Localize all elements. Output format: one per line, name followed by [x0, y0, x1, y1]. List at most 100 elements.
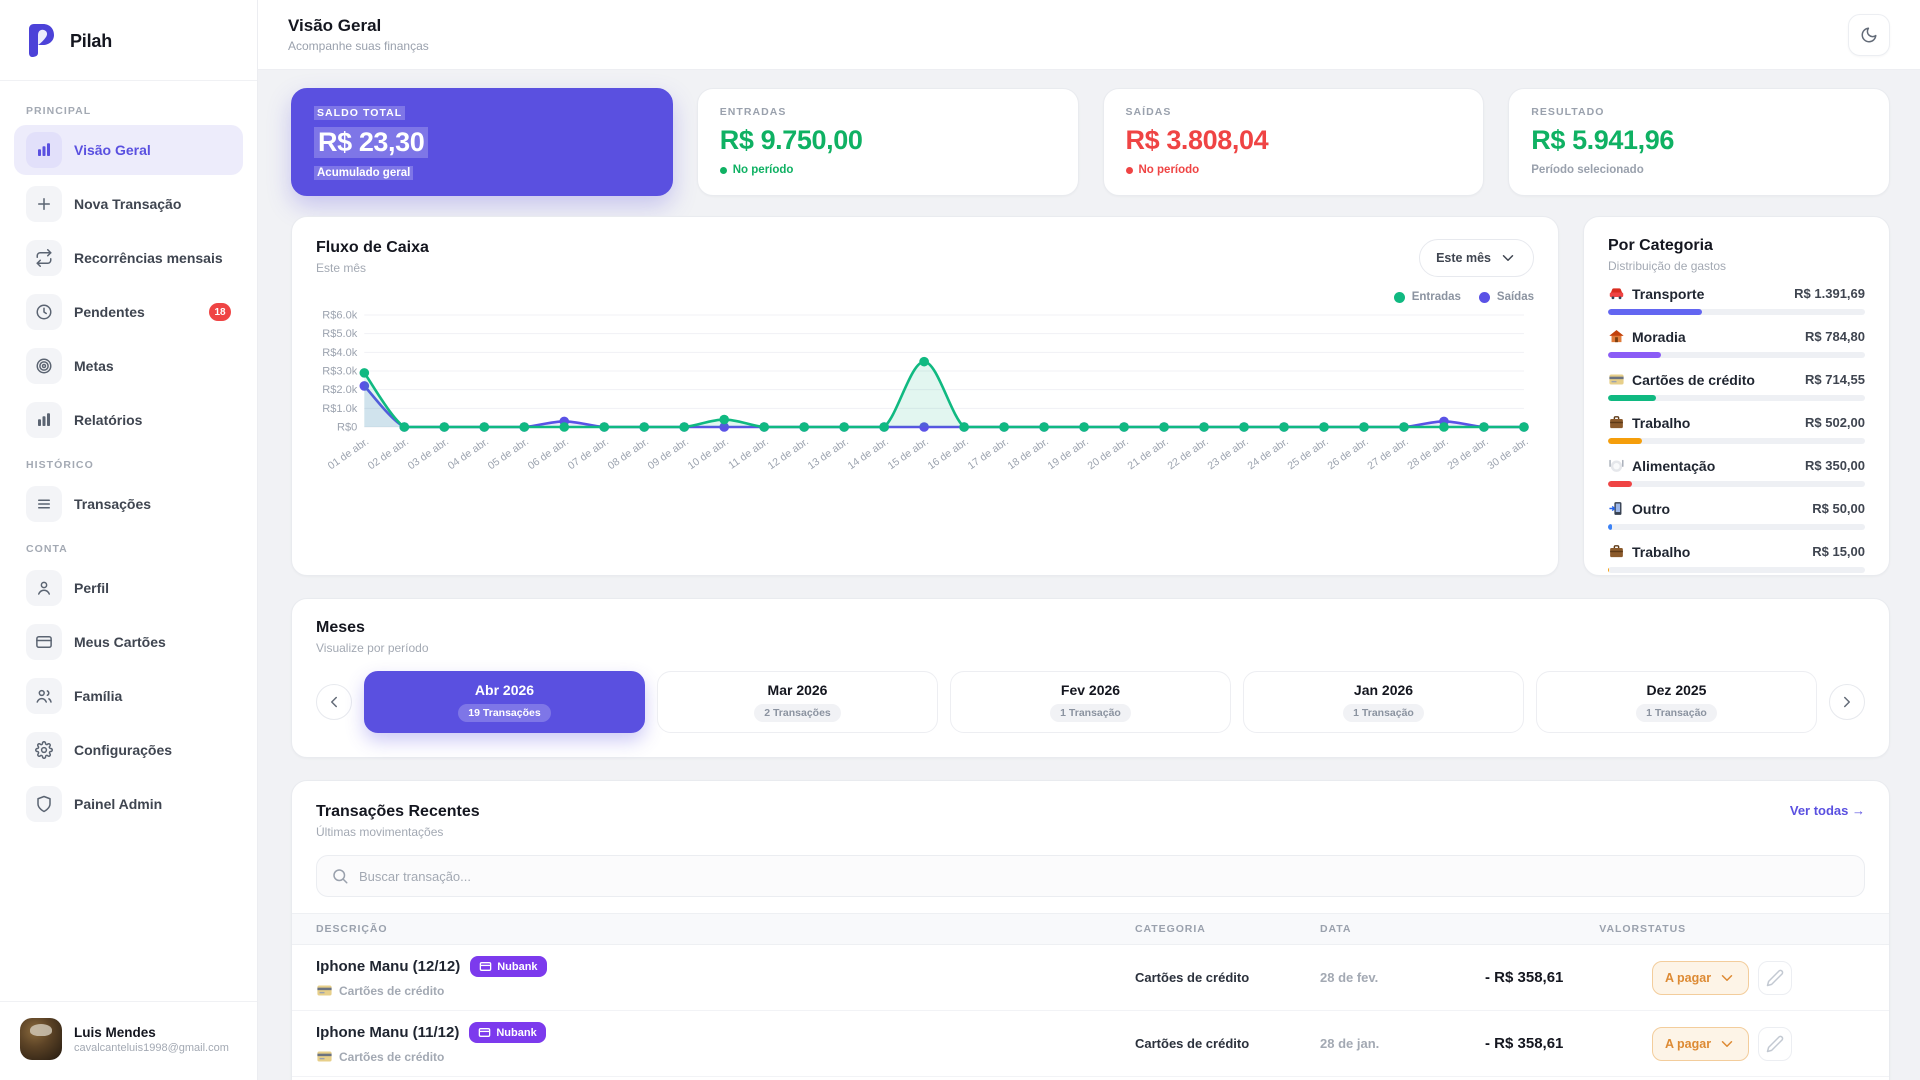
category-item: Alimentação R$ 350,00: [1608, 457, 1865, 487]
chevron-left-icon: [325, 693, 343, 711]
svg-text:08 de abr.: 08 de abr.: [606, 436, 651, 473]
transaction-title: Iphone Manu (11/12): [316, 1024, 460, 1041]
sidebar-user[interactable]: Luis Mendes cavalcanteluis1998@gmail.com: [0, 1001, 257, 1080]
months-card: Meses Visualize por período Abr 2026 19 …: [291, 598, 1890, 758]
stat-card-saldo-total: SALDO TOTAL R$ 23,30 Acumulado geral: [291, 88, 673, 196]
nav-section-label: HISTÓRICO: [26, 459, 94, 471]
sidebar-item-label: Transações: [74, 496, 152, 512]
edit-transaction-button[interactable]: [1758, 960, 1793, 995]
target-icon: [26, 348, 62, 384]
category-value: R$ 502,00: [1805, 415, 1865, 430]
category-bar-track: [1608, 309, 1865, 315]
period-select[interactable]: Este mês: [1419, 239, 1534, 277]
sidebar-item-label: Metas: [74, 358, 114, 374]
transaction-category: Cartões de crédito: [1135, 1036, 1250, 1051]
legend-dot: [1393, 291, 1405, 303]
sidebar-item-fam-lia[interactable]: Família: [14, 671, 243, 721]
svg-text:07 de abr.: 07 de abr.: [566, 436, 611, 473]
svg-text:21 de abr.: 21 de abr.: [1125, 436, 1170, 473]
category-bar-track: [1608, 567, 1865, 573]
sidebar-nav: PRINCIPAL Visão Geral Nova Transação Rec…: [0, 81, 257, 1001]
month-card-abr-2026[interactable]: Abr 2026 19 Transações: [364, 671, 645, 733]
search-input[interactable]: [359, 868, 1850, 884]
months-prev-button[interactable]: [316, 684, 352, 720]
bar-chart-icon: [26, 132, 62, 168]
svg-text:12 de abr.: 12 de abr.: [766, 436, 811, 473]
month-card-mar-2026[interactable]: Mar 2026 2 Transações: [657, 671, 938, 733]
sidebar-item-recorr-ncias-mensais[interactable]: Recorrências mensais: [14, 233, 243, 283]
list-icon: [26, 486, 62, 522]
bank-badge: Nubank: [470, 956, 547, 977]
svg-text:13 de abr.: 13 de abr.: [806, 436, 851, 473]
gear-icon: [26, 732, 62, 768]
status-select[interactable]: A pagar: [1652, 1026, 1750, 1061]
theme-toggle-button[interactable]: [1848, 13, 1890, 56]
view-all-link[interactable]: Ver todas →: [1789, 803, 1865, 818]
sidebar-item-metas[interactable]: Metas: [14, 341, 243, 391]
clock-icon: [26, 294, 62, 330]
transaction-value: - R$ 358,61: [1485, 969, 1564, 986]
svg-text:16 de abr.: 16 de abr.: [926, 436, 971, 473]
month-transactions-badge: 19 Transações: [458, 704, 551, 722]
stat-value: R$ 5.941,96: [1531, 125, 1674, 155]
category-label: Outro: [1632, 500, 1671, 517]
month-transactions-badge: 1 Transação: [1343, 704, 1424, 722]
category-item: Transporte R$ 1.391,69: [1608, 285, 1865, 315]
sidebar-item-relat-rios[interactable]: Relatórios: [14, 395, 243, 445]
table-row: Iphone Manu (12/12) Nubank Cartões de cr…: [292, 945, 1889, 1011]
category-item: Trabalho R$ 502,00: [1608, 414, 1865, 444]
status-select[interactable]: A pagar: [1652, 960, 1750, 995]
transaction-subcategory: Cartões de crédito: [316, 982, 1135, 999]
svg-text:25 de abr.: 25 de abr.: [1285, 436, 1330, 473]
category-bar-track: [1608, 438, 1865, 444]
svg-text:09 de abr.: 09 de abr.: [646, 436, 691, 473]
months-next-button[interactable]: [1829, 684, 1865, 720]
sidebar-item-configura-es[interactable]: Configurações: [14, 725, 243, 775]
cashflow-title: Fluxo de Caixa: [316, 239, 429, 256]
briefcase-icon: [1608, 414, 1625, 431]
transactions-subtitle: Últimas movimentações: [316, 825, 444, 839]
credit-card-icon: [316, 982, 333, 999]
sidebar-item-transa-es[interactable]: Transações: [14, 479, 243, 529]
edit-transaction-button[interactable]: [1758, 1026, 1793, 1061]
svg-text:19 de abr.: 19 de abr.: [1045, 436, 1090, 473]
category-bar-track: [1608, 352, 1865, 358]
user-email: cavalcanteluis1998@gmail.com: [74, 1041, 229, 1054]
chart-legend: Entradas Saídas: [316, 291, 1534, 303]
status-dot: [719, 166, 727, 174]
category-label: Cartões de crédito: [1632, 371, 1755, 388]
svg-text:04 de abr.: 04 de abr.: [446, 436, 491, 473]
category-bar-track: [1608, 481, 1865, 487]
svg-text:R$3.0k: R$3.0k: [322, 366, 358, 378]
sidebar-item-perfil[interactable]: Perfil: [14, 563, 243, 613]
month-transactions-badge: 1 Transação: [1636, 704, 1717, 722]
category-value: R$ 714,55: [1805, 372, 1865, 387]
sidebar-item-nova-transa-o[interactable]: Nova Transação: [14, 179, 243, 229]
svg-text:18 de abr.: 18 de abr.: [1005, 436, 1050, 473]
svg-text:24 de abr.: 24 de abr.: [1245, 436, 1290, 473]
category-value: R$ 350,00: [1805, 458, 1865, 473]
stat-note: No período: [719, 164, 1056, 176]
month-card-dez-2025[interactable]: Dez 2025 1 Transação: [1536, 671, 1817, 733]
transaction-category: Cartões de crédito: [1135, 970, 1250, 985]
sidebar-item-pendentes[interactable]: Pendentes 18: [14, 287, 243, 337]
legend-item-entradas: Entradas: [1393, 291, 1461, 303]
svg-text:15 de abr.: 15 de abr.: [886, 436, 931, 473]
nav-section-label: CONTA: [26, 543, 68, 555]
month-transactions-badge: 1 Transação: [1050, 704, 1131, 722]
month-card-fev-2026[interactable]: Fev 2026 1 Transação: [950, 671, 1231, 733]
sidebar-item-meus-cart-es[interactable]: Meus Cartões: [14, 617, 243, 667]
transaction-subcategory: Cartões de crédito: [316, 1048, 1135, 1065]
sidebar-item-vis-o-geral[interactable]: Visão Geral: [14, 125, 243, 175]
month-card-jan-2026[interactable]: Jan 2026 1 Transação: [1243, 671, 1524, 733]
repeat-icon: [26, 240, 62, 276]
category-bar-fill: [1608, 438, 1642, 444]
sidebar-item-painel-admin[interactable]: Painel Admin: [14, 779, 243, 829]
stat-value: R$ 23,30: [314, 127, 429, 158]
svg-text:28 de abr.: 28 de abr.: [1405, 436, 1450, 473]
chevron-down-icon: [1718, 969, 1736, 987]
sidebar-item-label: Relatórios: [74, 412, 143, 428]
svg-text:01 de abr.: 01 de abr.: [326, 436, 371, 473]
briefcase-icon: [1608, 543, 1625, 560]
